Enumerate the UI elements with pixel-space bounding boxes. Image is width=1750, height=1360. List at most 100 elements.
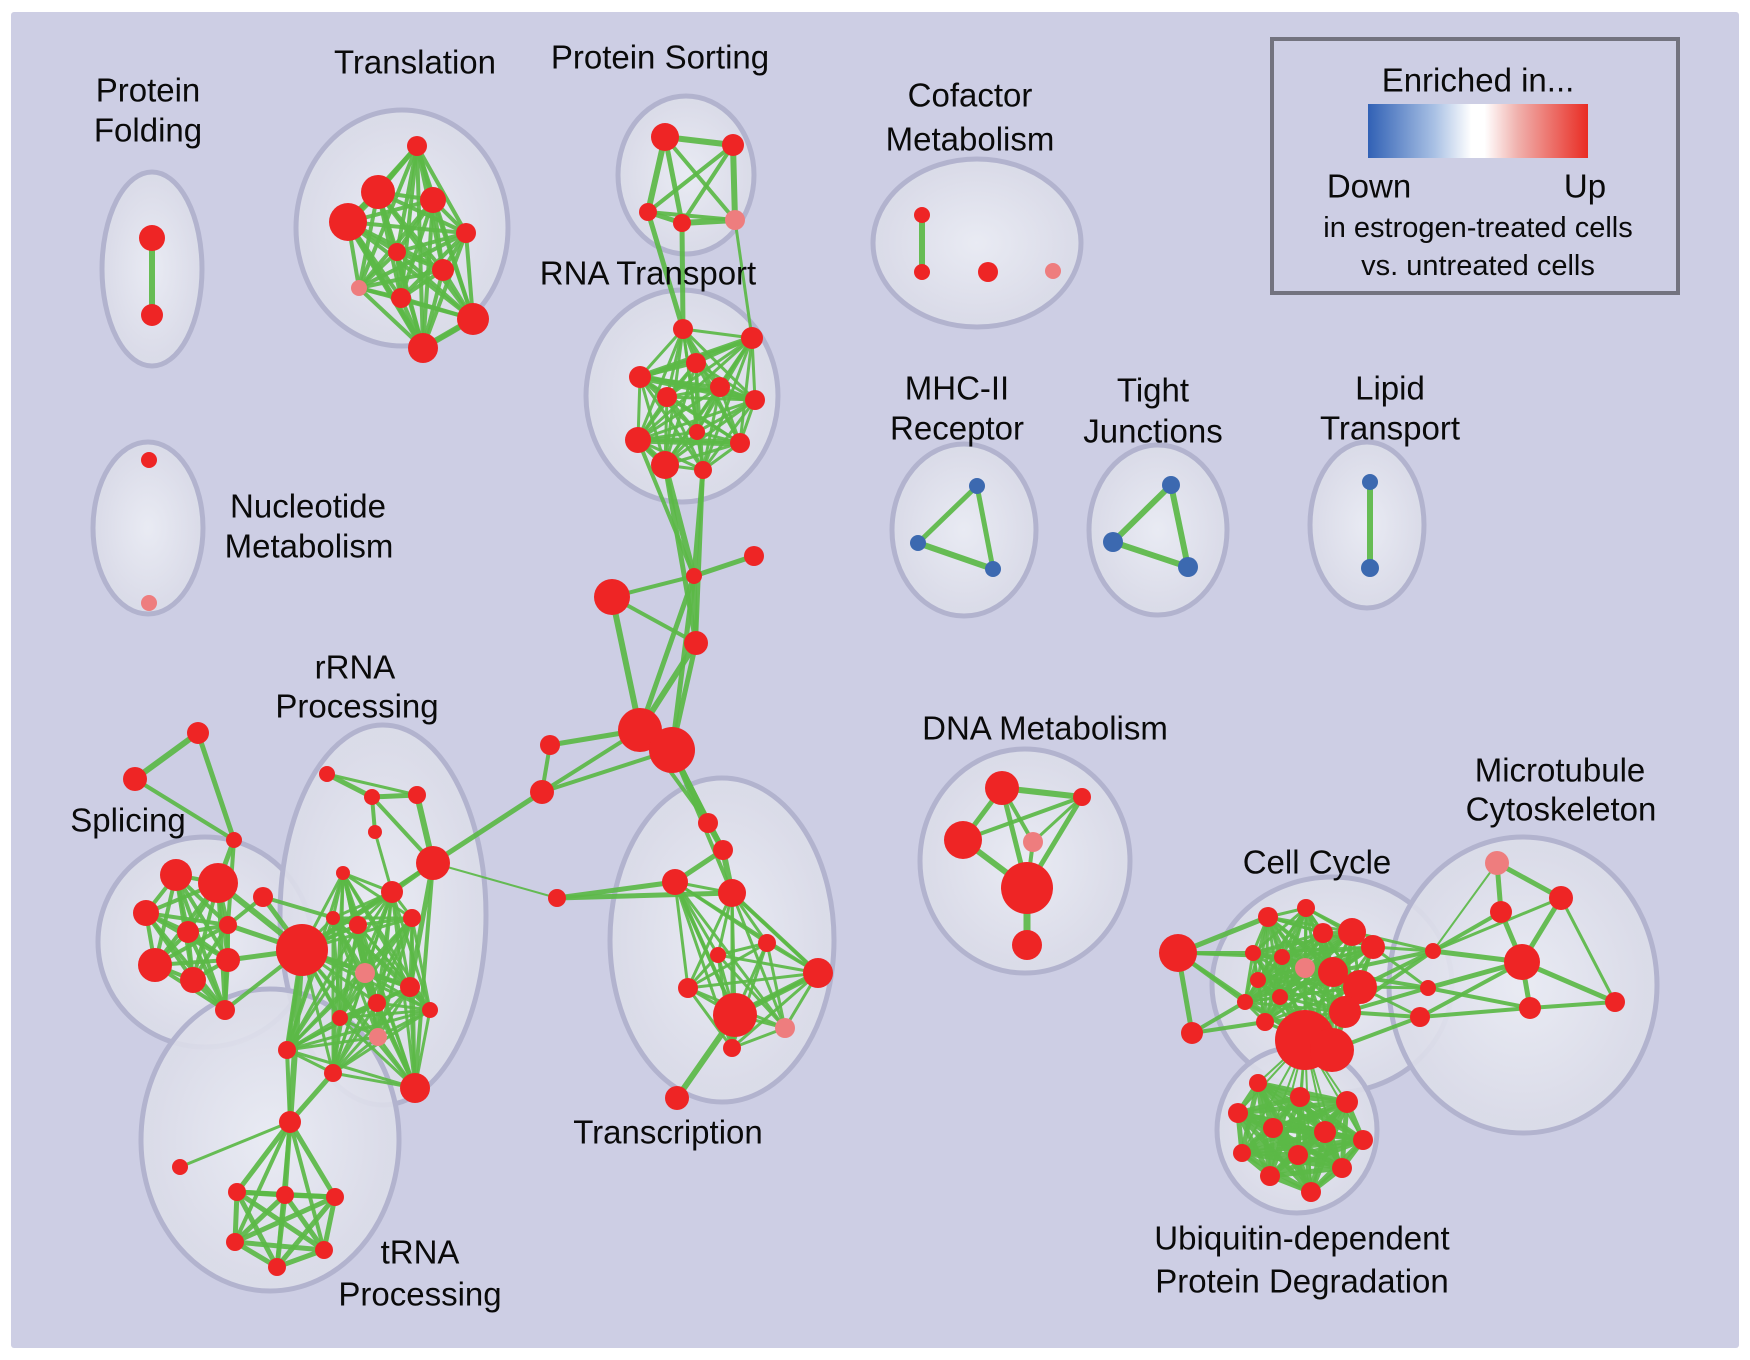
edge [738,336,754,445]
node-CF3 [978,262,998,282]
node-TR6 [315,1241,333,1259]
node-X13 [665,1086,689,1110]
node-S2 [123,767,147,791]
edge [1235,1099,1350,1116]
edge [1263,955,1284,1024]
edge [1110,539,1191,570]
edge [345,219,426,351]
edge [1243,1000,1347,1014]
node-UB8 [1233,1144,1251,1162]
edge [645,209,686,332]
node-UB2 [1290,1087,1310,1107]
cluster-label: Cell Cycle [1243,844,1392,881]
edge [174,873,230,962]
node-RT6 [657,387,677,407]
node-T10 [457,303,489,335]
edge [1431,910,1503,953]
nodes-layer [123,123,1625,1276]
node-D2 [1073,788,1091,806]
node-RT2 [741,327,763,349]
node-R16 [332,1010,348,1026]
edge [686,986,734,1050]
edge [1251,906,1308,955]
cluster-ellipse-cofactor-metabolism [870,156,1084,330]
legend-gradient-bar [1368,104,1588,158]
edge [701,385,722,472]
node-X11 [775,1018,795,1038]
node-RT7 [745,390,765,410]
node-D3 [944,821,982,859]
cluster-label: Metabolism [225,528,394,565]
edge [686,971,820,990]
cluster-label: DNA Metabolism [922,710,1168,747]
node-R20 [400,1073,430,1103]
edge [1190,1020,1267,1035]
cluster-label: Processing [275,688,438,725]
edge [673,880,690,990]
node-UB3 [1336,1091,1358,1113]
node-UB1 [1249,1074,1267,1092]
edge [701,398,757,472]
node-TJ1 [1162,476,1180,494]
node-T3 [420,187,446,213]
cluster-label: Metabolism [886,121,1055,158]
node-T6 [388,243,406,261]
edge [663,135,737,222]
node-PS2 [722,134,744,156]
cluster-ellipse-tight-junctions [1086,442,1230,618]
node-CC2 [1297,899,1315,917]
edge [1331,949,1435,974]
node-L1 [1362,474,1378,490]
cluster-label: MHC-II [905,370,1009,407]
edge [1418,960,1524,1019]
node-T2 [361,175,395,209]
edge [673,880,737,1017]
node-TR7 [268,1258,286,1276]
edge [636,438,696,578]
edge [686,941,769,990]
node-T8 [351,280,367,296]
node-SP4 [177,921,199,943]
cluster-label: Protein Sorting [551,39,769,76]
cluster-label: Translation [334,44,496,81]
node-CF4 [1045,263,1061,279]
edge [733,218,754,340]
node-SP9 [215,1000,235,1020]
edge [1256,930,1354,982]
edge [261,895,360,927]
node-M1 [969,478,985,494]
node-D4 [1023,832,1043,852]
node-SP6 [138,948,172,982]
node-X9 [678,978,698,998]
node-S3 [226,832,242,848]
node-PS3 [639,203,657,221]
cluster-label: Protein [96,72,201,109]
legend-box [1270,37,1680,295]
node-X3 [662,869,688,895]
edge [325,772,419,797]
node-X4 [718,879,746,907]
node-CC1 [1258,907,1278,927]
node-SP5 [219,916,237,934]
edge [636,373,759,404]
node-CC13 [1272,989,1288,1005]
edge [638,375,705,472]
node-R7 [416,846,450,880]
edge [133,777,236,842]
node-M2 [910,535,926,551]
node-R18 [278,1041,296,1059]
edge [346,220,468,235]
edge [234,1119,293,1195]
node-CC14 [1329,996,1361,1028]
node-TR3 [276,1186,294,1204]
cluster-label: Cytoskeleton [1466,791,1657,828]
cluster-ellipse-nucleotide-metabolism [90,439,206,617]
node-C7 [540,735,560,755]
edge [1031,795,1084,844]
node-T11 [408,333,438,363]
cluster-label: Splicing [70,802,186,839]
node-TR4 [326,1188,344,1206]
node-R2 [364,789,380,805]
cluster-ellipse-microtubule-cytoskeleton [1386,834,1660,1136]
cluster-label: rRNA [315,649,396,686]
